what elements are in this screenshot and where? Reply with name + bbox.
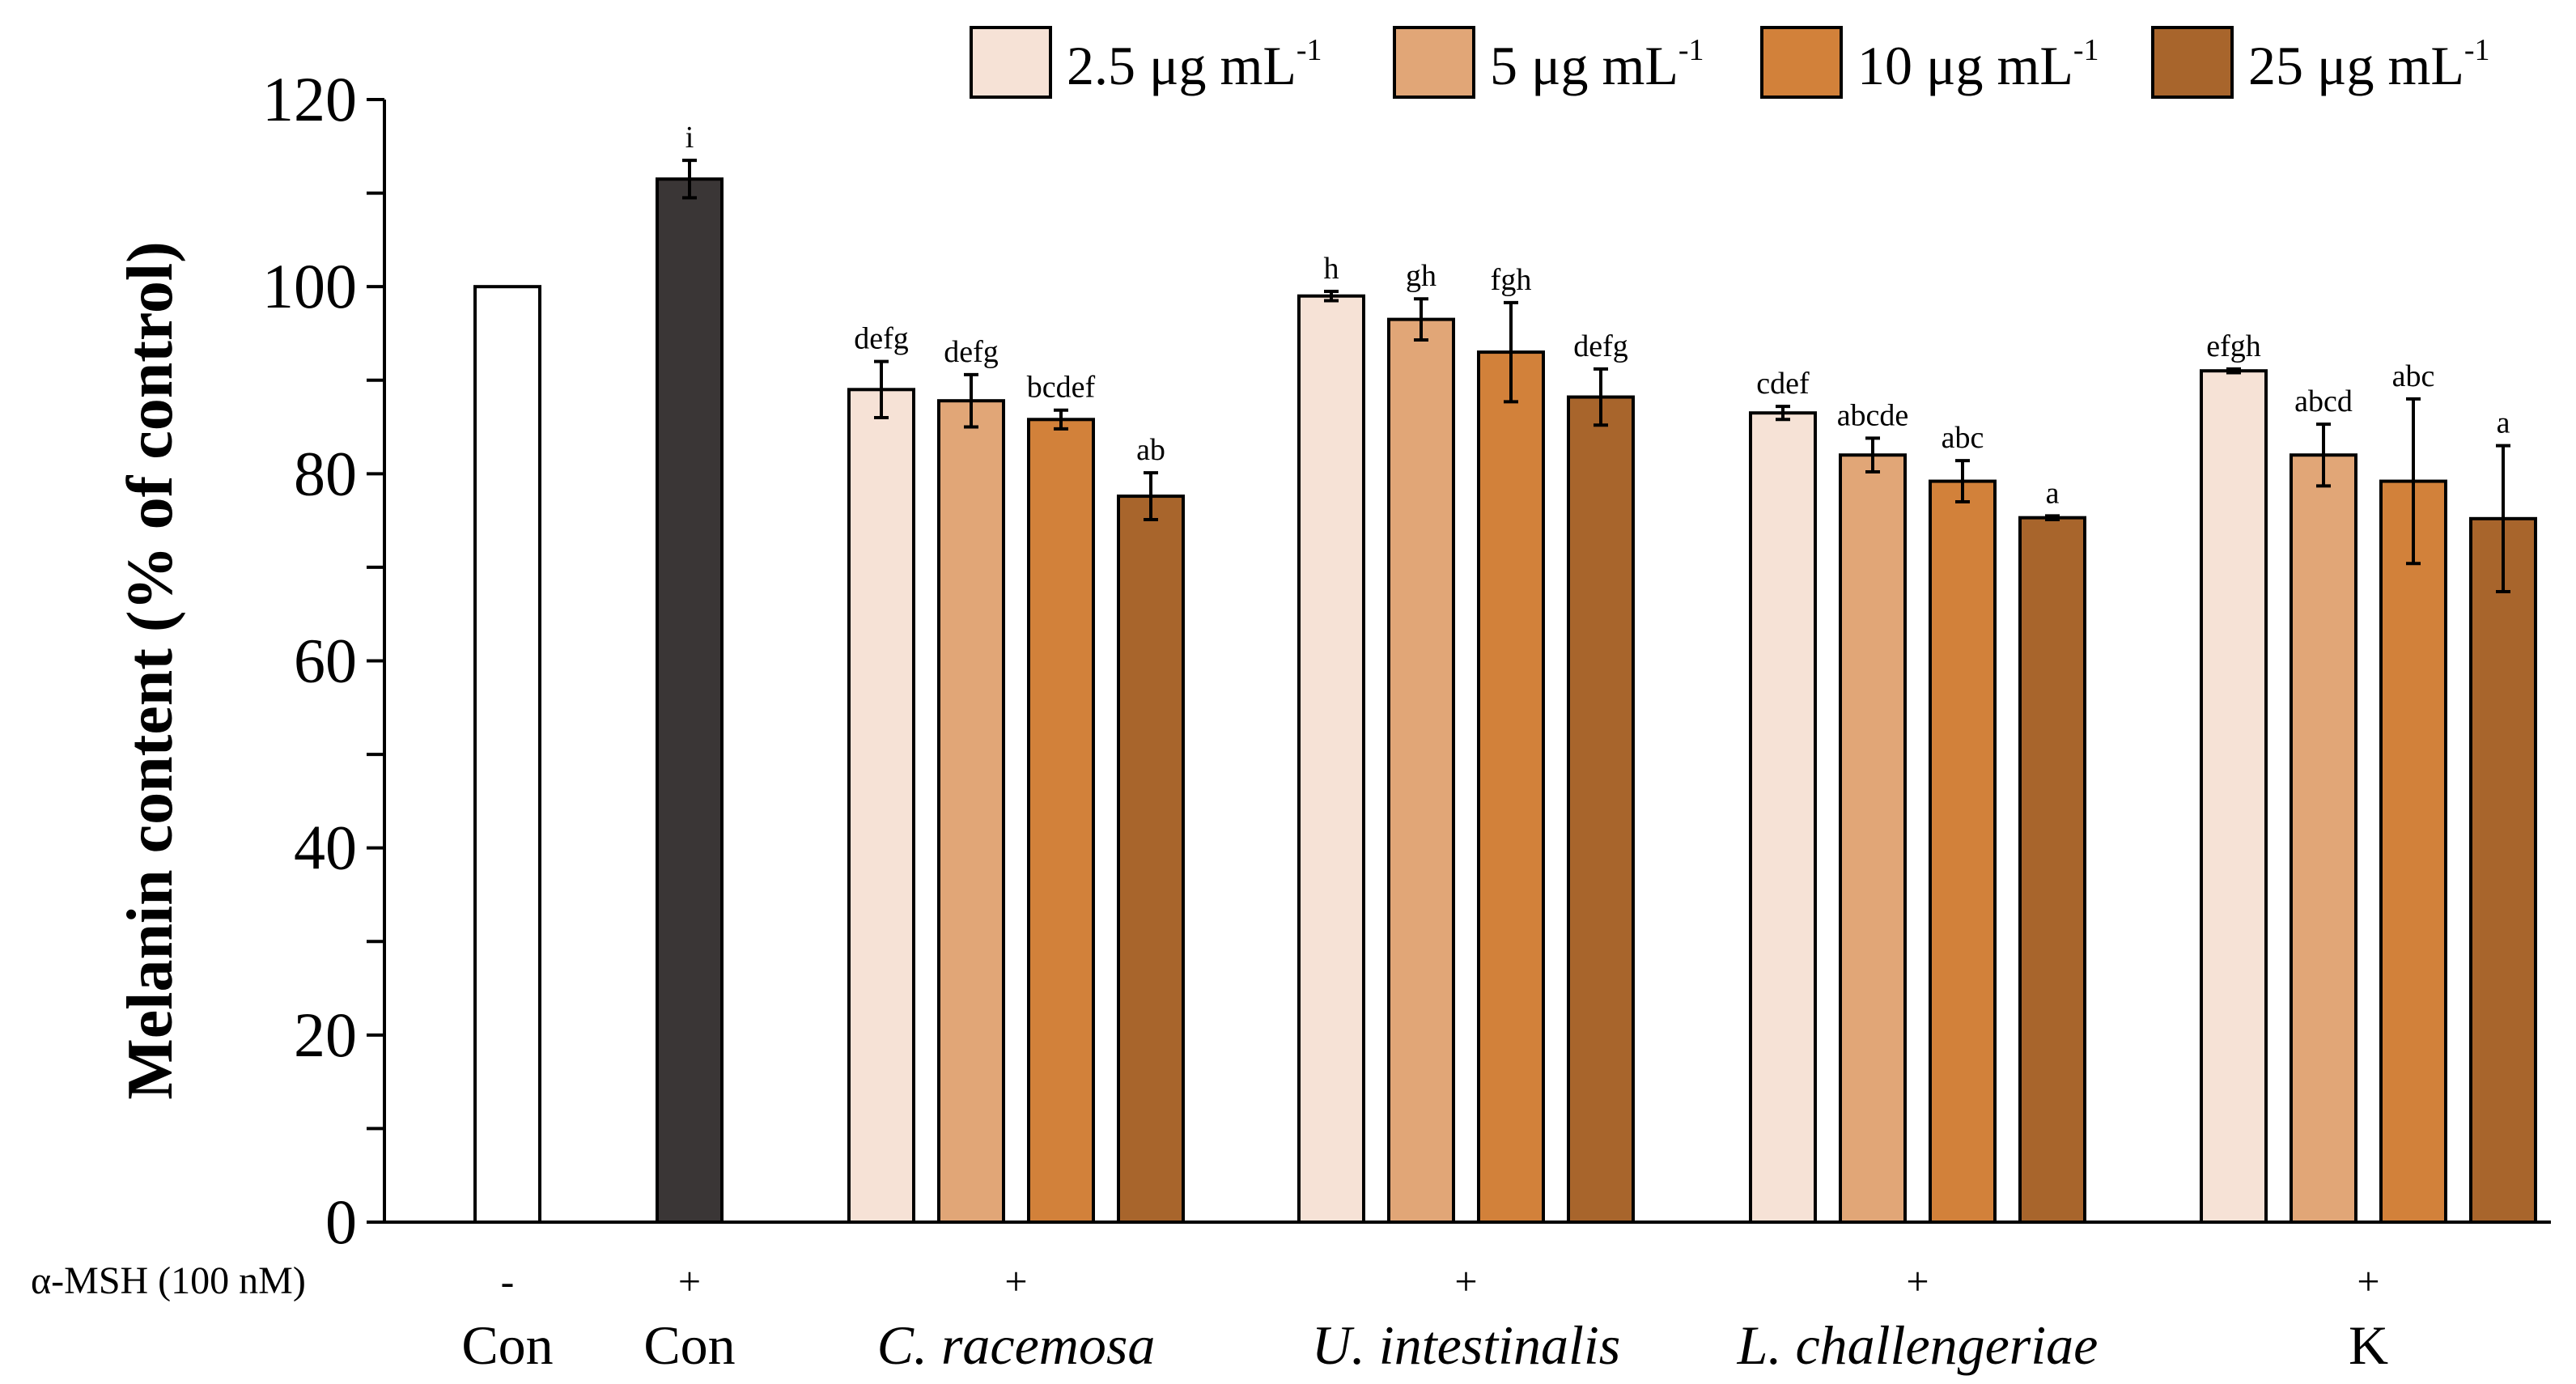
y-axis-title: Melanin content (% of control) [115, 241, 186, 1100]
legend-label: 2.5 μg mL-1 [1067, 33, 1322, 96]
y-tick-label: 40 [294, 813, 357, 883]
bar [1297, 294, 1365, 1225]
msh-sign: + [2357, 1259, 2379, 1304]
bar [473, 285, 541, 1225]
significance-label: h [1324, 252, 1339, 286]
legend-superscript: -1 [1296, 33, 1322, 67]
significance-label: ab [1136, 433, 1165, 467]
legend-swatch [1393, 26, 1475, 99]
bars-layer [473, 177, 2537, 1225]
bar [1839, 453, 1907, 1224]
bar [2469, 516, 2537, 1224]
legend-label: 5 μg mL-1 [1490, 33, 1704, 96]
msh-sign: + [1004, 1259, 1027, 1304]
legend-label: 25 μg mL-1 [2248, 33, 2490, 96]
group-label: Con [461, 1314, 553, 1376]
y-tick-label: 100 [262, 251, 357, 321]
msh-sign: + [1454, 1259, 1477, 1304]
significance-label: fgh [1491, 263, 1532, 297]
legend-superscript: -1 [2464, 33, 2490, 67]
y-tick-label: 20 [294, 1000, 357, 1070]
bar [1117, 495, 1185, 1224]
bar [847, 388, 915, 1224]
y-axis-ticks: 0 20 40 60 80 100 120 [262, 64, 384, 1257]
significance-label: defg [1573, 329, 1628, 363]
significance-label: abc [1942, 421, 1984, 455]
bar [1929, 479, 1997, 1224]
significance-label: i [685, 121, 694, 155]
legend-swatch [1760, 26, 1843, 99]
group-label: Con [643, 1314, 735, 1376]
y-tick-label: 60 [294, 626, 357, 696]
legend: 2.5 μg mL-1 5 μg mL-1 10 μg mL-1 25 μg mL-1 [970, 26, 2490, 99]
legend-swatch [970, 26, 1052, 99]
group-label: C. racemosa [877, 1314, 1156, 1376]
bar [1749, 411, 1817, 1224]
group-label: K [2349, 1314, 2388, 1376]
bar [1387, 317, 1455, 1224]
significance-label: abcd [2294, 384, 2353, 418]
significance-label: a [2497, 406, 2510, 440]
significance-label: abcde [1837, 398, 1909, 432]
y-tick-label: 0 [325, 1187, 357, 1257]
msh-sign: + [678, 1259, 701, 1304]
error-bars-layer [682, 159, 2510, 593]
msh-row-label: α-MSH (100 nM) [31, 1259, 306, 1302]
legend-swatch [2151, 26, 2234, 99]
bar [1567, 395, 1635, 1224]
bar [2018, 516, 2086, 1224]
significance-label: defg [944, 335, 999, 369]
bar [2379, 479, 2447, 1224]
significance-label: efgh [2206, 329, 2261, 363]
bar [2200, 369, 2268, 1225]
y-tick-label: 80 [294, 438, 357, 508]
group-label: U. intestinalis [1312, 1314, 1621, 1376]
bar [1477, 350, 1545, 1225]
group-label: L. challengeriae [1737, 1314, 2099, 1376]
y-tick-label: 120 [262, 64, 357, 134]
bar [656, 177, 724, 1224]
legend-superscript: -1 [1678, 33, 1704, 67]
significance-label: a [2046, 476, 2060, 510]
msh-sign: - [501, 1259, 515, 1304]
significance-label: defg [854, 322, 909, 356]
legend-superscript: -1 [2073, 33, 2099, 67]
msh-sign: + [1906, 1259, 1929, 1304]
x-axis-labels: - Con + Con + C. racemosa + U. intestinalis + L. … [461, 1259, 2388, 1376]
significance-labels: i defg defg bcdef ab h gh fgh defg cdef abcde abc a e… [685, 121, 2510, 510]
bar [937, 399, 1005, 1224]
significance-label: gh [1406, 259, 1437, 293]
legend-label: 10 μg mL-1 [1857, 33, 2099, 96]
bar [1027, 418, 1095, 1224]
significance-label: bcdef [1027, 371, 1096, 405]
significance-label: cdef [1756, 367, 1810, 401]
bar [2290, 453, 2357, 1224]
significance-label: abc [2392, 359, 2435, 393]
